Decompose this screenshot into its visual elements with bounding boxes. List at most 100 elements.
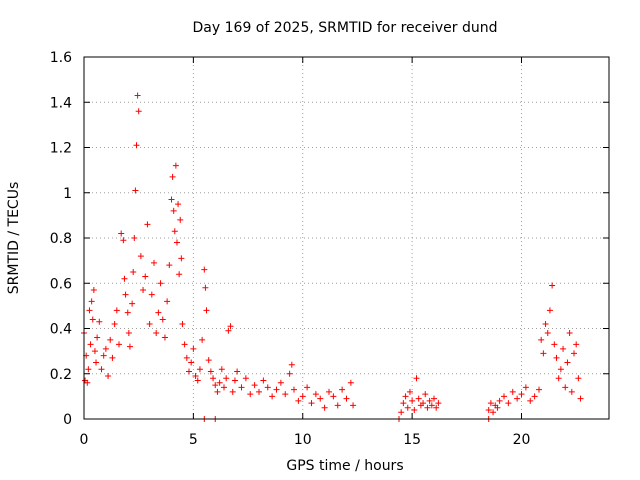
data-point: [402, 393, 409, 400]
data-point: [282, 391, 289, 398]
data-point: [178, 255, 185, 262]
data-point: [485, 406, 492, 413]
data-point: [433, 404, 440, 411]
y-tick-label: 1.4: [50, 95, 72, 111]
data-point: [435, 400, 442, 407]
data-point: [113, 307, 120, 314]
data-point: [568, 388, 575, 395]
data-point: [214, 388, 221, 395]
data-point: [205, 357, 212, 364]
data-point: [192, 373, 199, 380]
data-point: [264, 384, 271, 391]
data-point: [575, 375, 582, 382]
data-point: [549, 282, 556, 289]
data-point: [540, 350, 547, 357]
data-point: [269, 393, 276, 400]
data-point: [518, 391, 525, 398]
data-point: [155, 309, 162, 316]
data-point: [202, 284, 209, 291]
data-point: [121, 275, 128, 282]
data-point: [91, 348, 98, 355]
data-point: [85, 366, 92, 373]
data-point: [334, 402, 341, 409]
data-point: [494, 404, 501, 411]
y-tick-label: 0.6: [50, 276, 72, 292]
data-point: [201, 266, 208, 273]
data-point: [490, 409, 497, 416]
data-point: [98, 366, 105, 373]
data-point: [286, 370, 293, 377]
data-point: [242, 375, 249, 382]
x-tick-label: 5: [189, 432, 198, 448]
data-point: [157, 280, 164, 287]
data-point: [317, 395, 324, 402]
grid-lines: [84, 57, 609, 419]
data-point: [111, 320, 118, 327]
data-point: [299, 393, 306, 400]
data-point: [118, 230, 125, 237]
data-point: [424, 404, 431, 411]
data-point: [96, 318, 103, 325]
data-point: [398, 409, 405, 416]
y-tick-label: 0.8: [50, 231, 72, 247]
data-point: [129, 300, 136, 307]
data-point: [188, 359, 195, 366]
data-point: [531, 393, 538, 400]
data-point: [134, 92, 141, 99]
data-point: [538, 336, 545, 343]
axis-ticks: [83, 56, 609, 420]
data-point: [227, 323, 234, 330]
x-tick-label: 15: [403, 432, 421, 448]
data-point: [277, 379, 284, 386]
data-point: [176, 271, 183, 278]
y-tick-label: 1.2: [50, 141, 72, 157]
data-point: [199, 336, 206, 343]
data-point: [135, 108, 142, 115]
data-point: [225, 327, 232, 334]
data-point: [343, 395, 350, 402]
data-point: [131, 235, 138, 241]
data-point: [509, 388, 516, 395]
data-point: [181, 341, 188, 348]
data-point: [87, 341, 94, 348]
data-point: [553, 354, 560, 361]
data-point: [501, 393, 507, 400]
data-point: [273, 386, 280, 393]
data-point: [571, 350, 577, 357]
data-point: [551, 341, 558, 348]
data-point: [426, 397, 433, 404]
data-point: [218, 366, 225, 373]
data-point: [406, 388, 413, 395]
data-point: [161, 334, 168, 341]
data-point: [107, 336, 114, 343]
data-point: [173, 239, 180, 246]
y-tick-label: 0: [63, 412, 72, 428]
data-point: [522, 384, 529, 391]
chart-title: Day 169 of 2025, SRMTID for receiver dun…: [193, 20, 498, 36]
data-point: [221, 384, 227, 391]
data-point: [142, 273, 149, 280]
data-point: [120, 237, 127, 244]
data-point: [562, 384, 569, 391]
data-point: [231, 377, 238, 384]
data-point: [196, 366, 203, 373]
data-point: [190, 345, 197, 352]
plot-frame: [83, 56, 610, 420]
x-tick-label: 20: [513, 432, 531, 448]
y-tick-label: 1.6: [50, 50, 72, 66]
y-tick-label: 1: [63, 186, 72, 202]
data-point: [321, 404, 328, 411]
data-point: [93, 359, 100, 366]
data-point: [102, 345, 109, 352]
data-point: [171, 228, 178, 235]
data-point: [573, 341, 580, 348]
data-point: [140, 287, 147, 294]
data-point: [159, 316, 166, 323]
data-point: [84, 379, 91, 386]
data-point: [411, 406, 418, 413]
data-point: [130, 268, 137, 275]
data-point: [124, 309, 131, 316]
data-point: [90, 287, 97, 294]
data-point: [544, 330, 551, 337]
data-point: [223, 375, 230, 382]
